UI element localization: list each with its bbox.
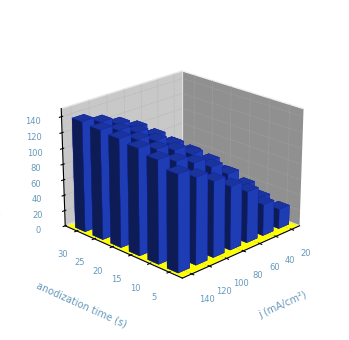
Y-axis label: anodization time (s): anodization time (s) — [35, 280, 128, 330]
X-axis label: j (mA/cm²): j (mA/cm²) — [258, 290, 309, 320]
